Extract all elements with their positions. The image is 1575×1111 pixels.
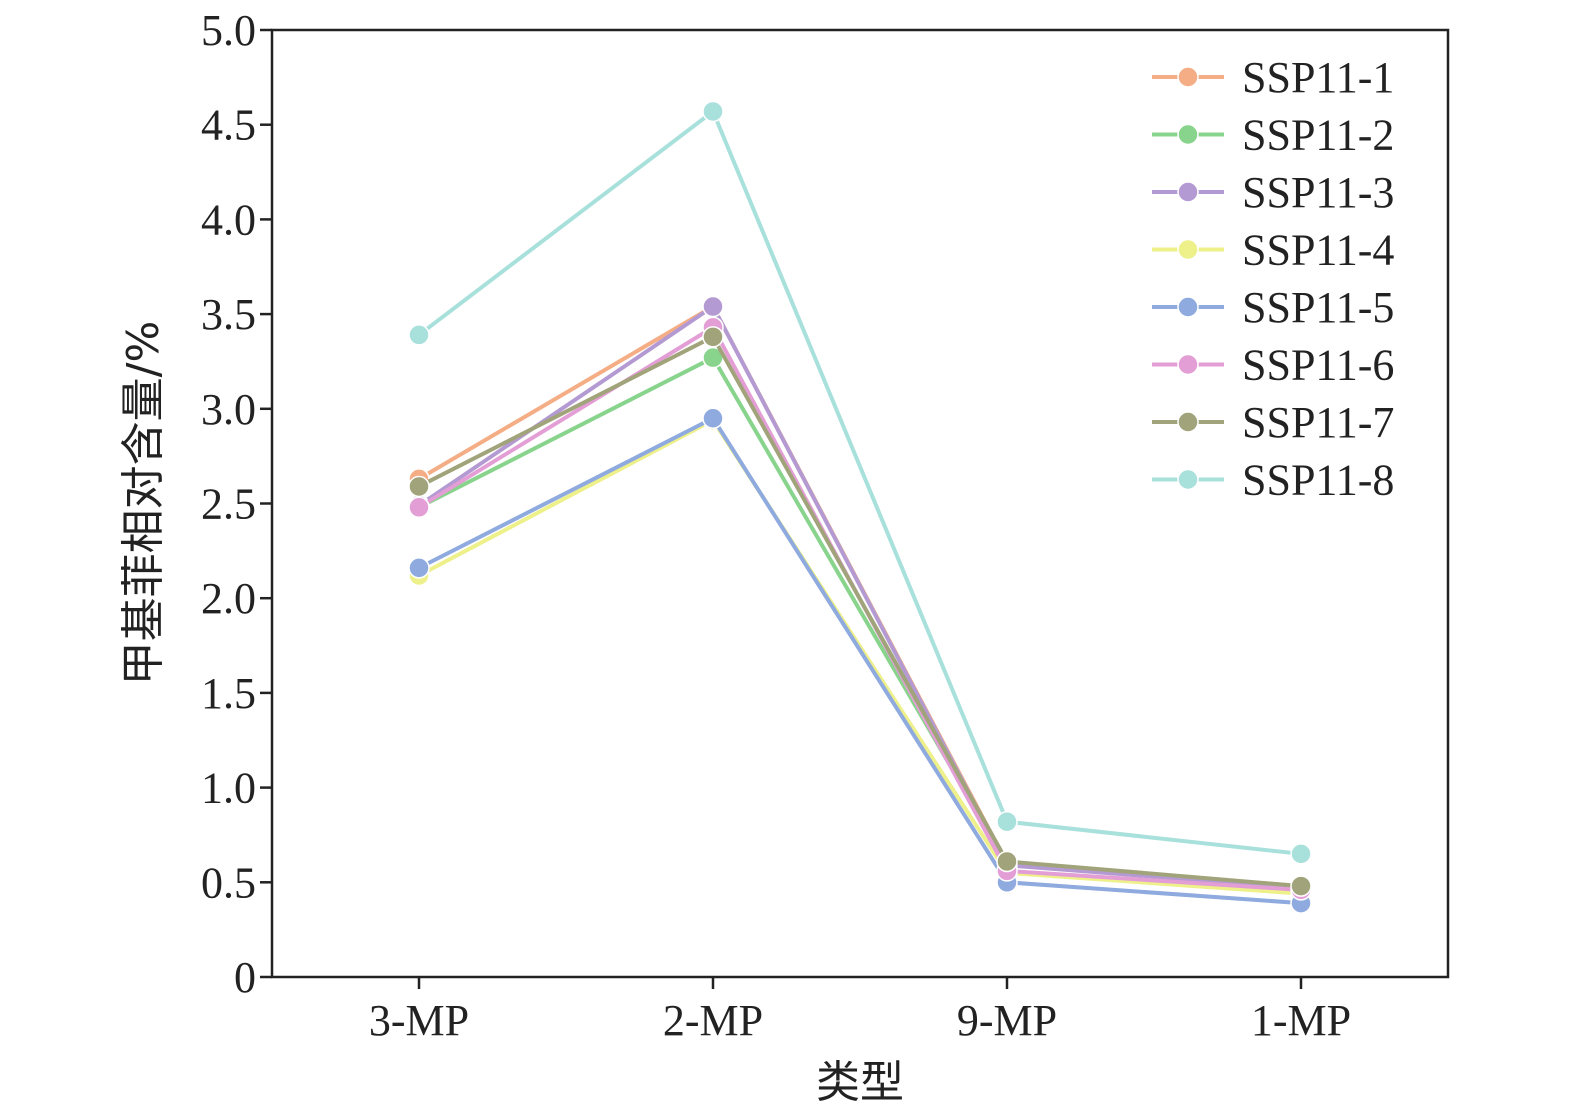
y-axis-title: 甲基菲相对含量/%: [118, 321, 169, 686]
data-point: [702, 100, 724, 123]
y-tick-label: 1.0: [201, 764, 256, 813]
legend-item: SSP11-5: [1152, 283, 1394, 332]
x-tick-label: 1-MP: [1251, 996, 1351, 1045]
y-tick-label: 3.5: [201, 290, 256, 339]
legend-item: SSP11-1: [1152, 53, 1394, 102]
data-point: [702, 407, 724, 430]
legend-label: SSP11-1: [1242, 53, 1394, 102]
legend-marker: [1177, 123, 1199, 146]
series-line: [418, 355, 1302, 890]
series-SSP11-5: [408, 407, 1312, 914]
y-tick-label: 1.5: [201, 669, 256, 718]
series-line: [417, 304, 1302, 890]
data-point: [408, 475, 430, 498]
legend-marker: [1177, 353, 1199, 376]
y-tick-label: 2.5: [201, 480, 256, 529]
data-point: [996, 850, 1018, 873]
series-SSP11-8: [408, 100, 1312, 865]
data-point: [996, 810, 1018, 833]
series-line: [417, 109, 1302, 856]
legend-marker: [1177, 411, 1199, 433]
series-SSP11-7: [408, 326, 1312, 897]
data-point: [702, 326, 724, 348]
y-tick-label: 0.5: [201, 858, 256, 907]
data-point: [408, 496, 430, 519]
data-point: [702, 295, 724, 318]
legend-marker: [1177, 468, 1199, 491]
legend-item: SSP11-8: [1152, 456, 1394, 505]
x-tick-label: 9-MP: [957, 996, 1057, 1045]
data-point: [408, 557, 430, 579]
y-tick-label: 0: [234, 953, 256, 1002]
x-axis-title: 类型: [816, 1057, 904, 1108]
legend-label: SSP11-2: [1242, 111, 1394, 160]
series-layer: [408, 100, 1312, 914]
legend-item: SSP11-7: [1152, 398, 1394, 447]
series-line: [418, 418, 1302, 896]
legend: SSP11-1 SSP11-2 SSP11-3 SSP11-4 SSP11-5 SSP11…: [1152, 53, 1394, 505]
data-point: [408, 324, 430, 346]
legend-label: SSP11-4: [1242, 226, 1394, 275]
series-line: [418, 334, 1302, 889]
legend-label: SSP11-7: [1242, 398, 1394, 447]
x-axis: 3-MP 2-MP 9-MP 1-MP: [369, 977, 1351, 1045]
series-SSP11-4: [408, 409, 1312, 905]
legend-marker: [1177, 238, 1199, 261]
legend-label: SSP11-3: [1242, 168, 1394, 217]
legend-marker: [1177, 181, 1199, 203]
legend-item: SSP11-4: [1152, 226, 1394, 275]
y-tick-label: 4.0: [201, 195, 256, 244]
y-tick-label: 4.5: [201, 101, 256, 150]
legend-marker: [1177, 66, 1199, 88]
data-point: [1290, 843, 1312, 865]
legend-label: SSP11-6: [1242, 341, 1394, 390]
series-line: [418, 416, 1302, 906]
x-tick-label: 3-MP: [369, 996, 469, 1045]
y-tick-label: 2.0: [201, 574, 256, 623]
legend-label: SSP11-8: [1242, 456, 1394, 505]
legend-item: SSP11-2: [1152, 111, 1394, 160]
x-tick-label: 2-MP: [663, 996, 763, 1045]
y-tick-label: 3.0: [201, 385, 256, 434]
legend-label: SSP11-5: [1242, 283, 1394, 332]
legend-item: SSP11-6: [1152, 341, 1394, 390]
y-axis: 0 0.5 1.0 1.5 2.0 2.5 3.0 3.5 4.0 4.5 5.0: [201, 6, 272, 1002]
y-tick-label: 5.0: [201, 6, 256, 55]
legend-item: SSP11-3: [1152, 168, 1394, 217]
legend-marker: [1177, 296, 1199, 318]
data-point: [1290, 875, 1312, 897]
